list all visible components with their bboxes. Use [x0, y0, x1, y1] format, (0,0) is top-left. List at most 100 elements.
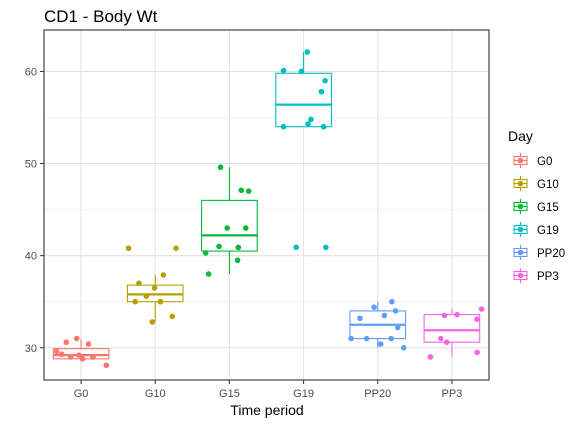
data-point	[474, 316, 480, 323]
data-points	[53, 49, 485, 369]
y-axis: 30 40 50 60	[25, 66, 44, 355]
legend-point	[517, 180, 524, 187]
legend-point	[517, 249, 524, 256]
data-point	[53, 348, 60, 355]
legend-item-g0: G0	[512, 152, 552, 169]
data-point	[103, 362, 110, 369]
data-point	[125, 245, 132, 252]
data-point	[90, 354, 96, 360]
data-point	[234, 257, 241, 264]
data-point	[132, 298, 139, 305]
data-point	[304, 49, 311, 55]
data-point	[400, 344, 407, 351]
data-point	[280, 123, 287, 130]
data-point	[280, 67, 287, 74]
boxplot-pp3	[423, 309, 481, 357]
legend-label: PP20	[537, 248, 565, 260]
data-point	[160, 272, 167, 278]
legend-item-pp20: PP20	[512, 244, 565, 261]
boxplots	[52, 52, 481, 362]
boxplot-g19	[275, 52, 332, 128]
x-tick-label: PP20	[364, 388, 391, 400]
chart-title: CD1 - Body Wt	[44, 7, 158, 26]
data-point	[389, 298, 395, 305]
data-point	[202, 250, 209, 256]
data-point	[318, 88, 325, 95]
x-tick-label: G15	[219, 388, 240, 400]
data-point	[242, 225, 249, 231]
data-point	[79, 356, 86, 362]
y-tick-label: 30	[25, 343, 37, 355]
boxplot-g10	[126, 275, 184, 322]
y-tick-label: 50	[25, 159, 37, 171]
data-point	[149, 319, 156, 325]
boxplot-pp20	[349, 301, 407, 348]
data-point	[363, 335, 370, 342]
data-point	[293, 244, 299, 251]
data-point	[67, 354, 74, 360]
legend-point	[517, 203, 524, 210]
y-tick-label: 40	[25, 251, 37, 263]
legend-item-g10: G10	[512, 175, 559, 192]
boxplot-g15	[201, 167, 258, 275]
legend-label: G19	[537, 225, 559, 237]
legend-item-g19: G19	[512, 221, 559, 238]
data-point	[305, 121, 311, 127]
data-point	[157, 298, 164, 305]
data-point	[394, 324, 401, 331]
data-point	[245, 188, 252, 194]
data-point	[348, 335, 354, 342]
data-point	[443, 339, 450, 346]
plot-panel	[44, 30, 489, 380]
legend-point	[517, 157, 524, 164]
x-tick-label: G19	[293, 388, 314, 400]
x-axis: G0 G10 G15 G19 PP20 PP3	[74, 380, 463, 400]
x-tick-label: PP3	[442, 388, 463, 400]
data-point	[136, 280, 142, 287]
legend-title: Day	[508, 128, 533, 144]
data-point	[85, 341, 92, 347]
data-point	[320, 123, 327, 130]
data-point	[322, 77, 328, 84]
x-tick-label: G10	[145, 388, 166, 400]
legend-label: PP3	[537, 271, 559, 283]
legend-point	[517, 226, 524, 233]
data-point	[371, 304, 377, 311]
data-point	[478, 306, 485, 312]
data-point	[357, 315, 363, 322]
data-point	[235, 244, 242, 251]
data-point	[308, 116, 314, 123]
legend: G0 G10 G15 G19 PP20 PP3	[512, 152, 565, 284]
plot-border	[43, 29, 490, 381]
data-point	[224, 225, 230, 231]
data-point	[427, 354, 434, 360]
data-point	[73, 335, 80, 342]
legend-point	[517, 272, 524, 279]
box	[275, 72, 332, 128]
legend-label: G10	[537, 179, 559, 191]
data-point	[217, 164, 224, 171]
data-point	[381, 312, 388, 319]
y-tick-label: 60	[25, 66, 37, 78]
data-point	[76, 352, 82, 358]
data-point	[216, 243, 222, 250]
data-point	[173, 245, 179, 252]
legend-label: G15	[537, 202, 559, 214]
data-point	[454, 311, 460, 318]
data-point	[388, 335, 394, 342]
x-axis-title: Time period	[230, 402, 303, 418]
data-point	[205, 271, 212, 277]
box	[423, 314, 481, 343]
data-point	[392, 308, 399, 314]
data-point	[441, 312, 448, 319]
data-point	[59, 351, 65, 358]
data-point	[63, 339, 70, 346]
data-point	[474, 349, 480, 356]
legend-label: G0	[537, 156, 552, 168]
data-point	[323, 244, 329, 251]
box	[201, 199, 258, 252]
data-point	[437, 335, 444, 342]
data-point	[169, 313, 176, 320]
x-tick-label: G0	[74, 388, 89, 400]
